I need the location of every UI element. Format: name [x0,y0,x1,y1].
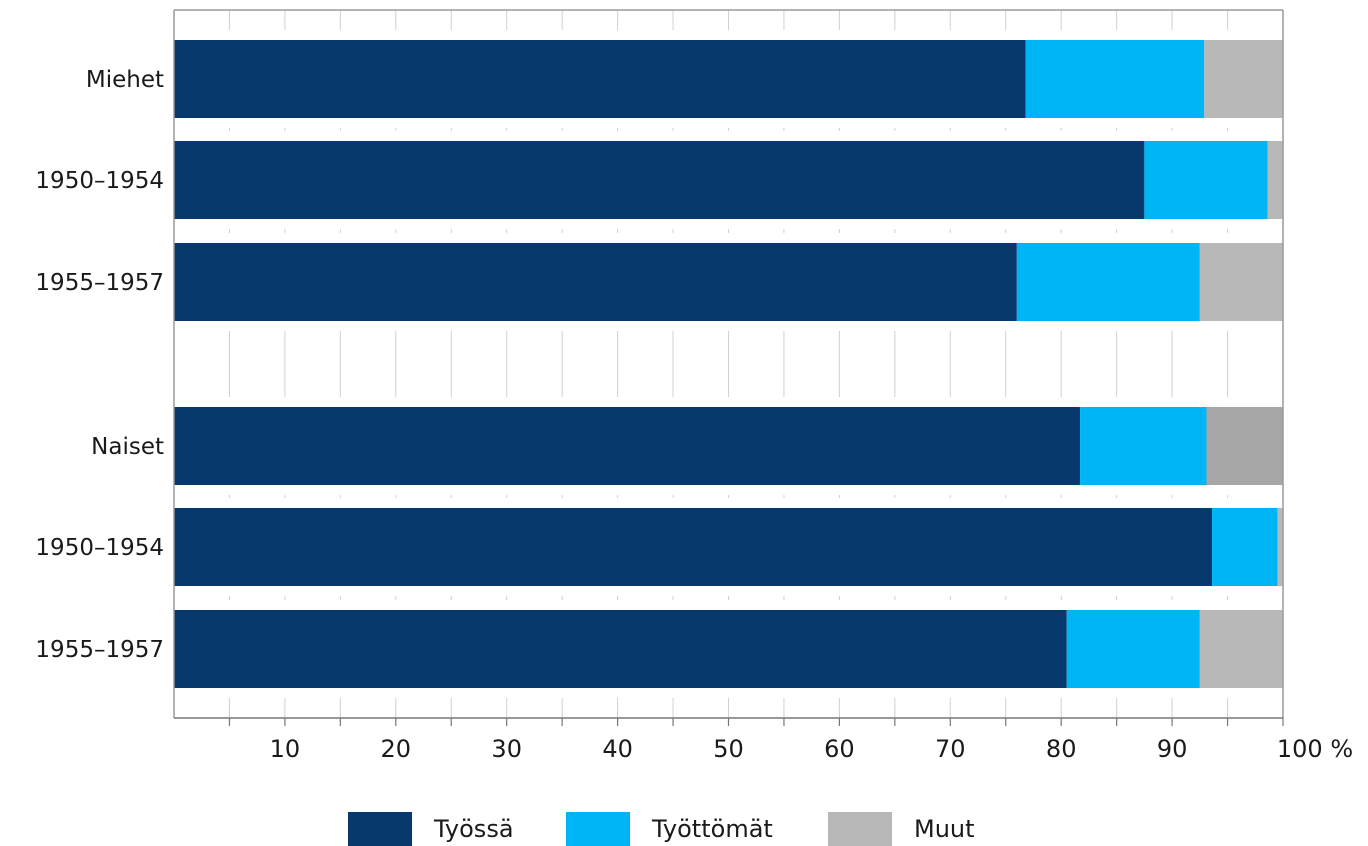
bar-muut-0 [1204,40,1283,118]
bar-muut-3 [1206,407,1283,485]
x-tick-label: 40 [602,735,633,763]
bar-ty-tt-m-t-4 [1212,508,1278,586]
x-tick-label: 70 [935,735,966,763]
x-tick-label: 30 [491,735,522,763]
bar-ty-ss--5 [174,610,1067,688]
legend-item-tyossa: Työssä [348,812,514,846]
category-label: Naiset [91,434,164,460]
legend-swatch-tyossa [348,812,412,846]
legend: Työssä Työttömät Muut [0,808,1368,846]
category-label: 1950–1954 [35,168,164,194]
legend-swatch-muut [828,812,892,846]
legend-label-tyossa: Työssä [434,815,514,843]
category-labels: Miehet 1950–1954 1955–1957 Naiset 1950–1954 1… [35,67,164,663]
category-label: 1955–1957 [35,637,164,663]
category-label: 1955–1957 [35,270,164,296]
legend-item-tyottomat: Työttömät [566,812,773,846]
x-tick-label: 50 [713,735,744,763]
stacked-bar-chart: Miehet 1950–1954 1955–1957 Naiset 1950–1954 1… [35,9,1353,763]
x-tick-label: 60 [824,735,855,763]
bar-ty-ss--2 [174,243,1017,321]
legend-label-muut: Muut [914,815,975,843]
bar-muut-5 [1199,610,1283,688]
bar-ty-ss--3 [174,407,1081,485]
category-label: 1950–1954 [35,535,164,561]
bar-muut-2 [1199,243,1283,321]
legend-item-muut: Muut [828,812,975,846]
x-tick-label: 80 [1046,735,1077,763]
bar-ty-ss--1 [174,141,1145,219]
bar-muut-1 [1267,141,1283,219]
bar-ty-tt-m-t-3 [1080,407,1207,485]
x-tick-label: 90 [1157,735,1188,763]
bar-ty-tt-m-t-2 [1016,243,1200,321]
x-axis-ticks: 10 20 30 40 50 60 70 80 90 100 % [228,718,1353,763]
x-tick-label: 100 % [1277,735,1353,763]
legend-label-tyottomat: Työttömät [652,815,773,843]
bar-ty-tt-m-t-1 [1144,141,1268,219]
bar-ty-tt-m-t-0 [1025,40,1205,118]
category-label: Miehet [86,67,164,93]
bar-muut-4 [1277,508,1283,586]
legend-swatch-tyottomat [566,812,630,846]
bar-ty-ss--4 [174,508,1213,586]
x-tick-label: 10 [270,735,301,763]
bar-ty-ss--0 [174,40,1026,118]
bars [174,30,1283,698]
bar-ty-tt-m-t-5 [1066,610,1200,688]
x-tick-label: 20 [381,735,412,763]
